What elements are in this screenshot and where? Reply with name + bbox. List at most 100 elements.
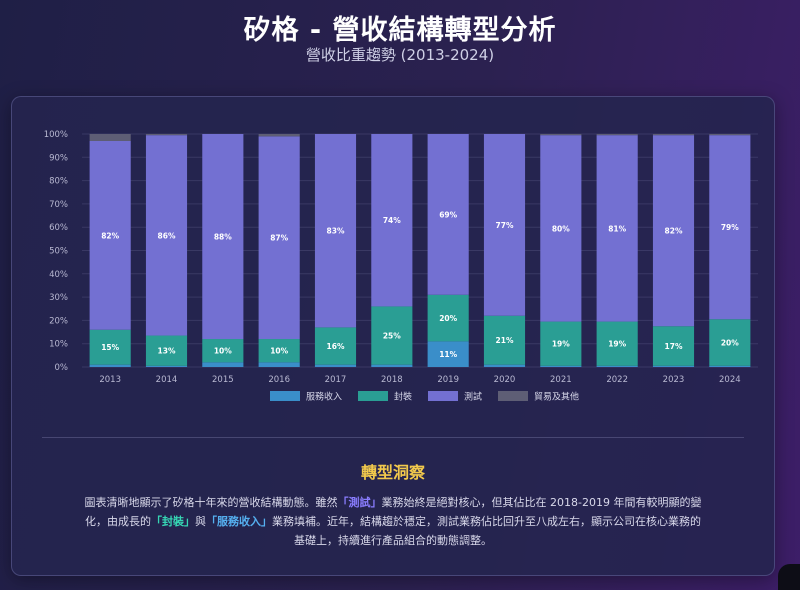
bar-segment <box>258 339 300 363</box>
data-label: 77% <box>496 221 514 230</box>
bar-segment <box>709 319 751 366</box>
y-tick-label: 70% <box>49 200 68 210</box>
data-label: 81% <box>608 224 626 233</box>
bar-segment <box>652 365 695 367</box>
bar-segment <box>540 321 582 366</box>
bar-segment <box>427 294 469 342</box>
data-label: 82% <box>665 227 683 236</box>
x-tick-label: 2024 <box>719 375 741 385</box>
bar-segment <box>540 134 582 136</box>
data-label: 88% <box>214 233 232 242</box>
bar-segment <box>540 365 582 367</box>
legend-label: 測試 <box>464 391 482 403</box>
bar-segment <box>596 134 638 136</box>
page-subtitle: 營收比重趨勢 (2013-2024) <box>305 46 495 64</box>
bar-segment <box>89 134 131 141</box>
x-tick-label: 2013 <box>99 375 121 385</box>
bar-segment <box>89 329 131 365</box>
y-tick-label: 80% <box>49 177 68 187</box>
insight-text-part-1: 圖表清晰地顯示了矽格十年來的營收結構動態。雖然 <box>84 496 338 509</box>
bar-segment <box>258 134 300 137</box>
bar-segment <box>596 135 638 322</box>
y-tick-label: 60% <box>49 223 68 233</box>
insight-title: 轉型洞察 <box>360 463 425 482</box>
x-tick-label: 2020 <box>494 375 516 385</box>
bar-segment <box>709 134 751 136</box>
bar-segment <box>145 135 188 336</box>
x-tick-label: 2021 <box>550 375 572 385</box>
data-label: 80% <box>552 224 570 233</box>
data-label: 82% <box>101 231 119 240</box>
data-label: 10% <box>214 347 232 356</box>
insight-text-part-2: 業務始終是絕對核心，但其佔比在 2018-2019 年間有較明顯的變化，由成長的 <box>85 496 702 528</box>
data-label: 25% <box>383 332 401 341</box>
bar-segment <box>371 364 413 367</box>
y-tick-label: 50% <box>49 247 68 257</box>
insight-text: 圖表清晰地顯示了矽格十年來的營收結構動態。雖然「測試」業務始終是絕對核心，但其佔… <box>82 493 704 550</box>
highlight-packaging: 「封裝」 <box>151 515 195 528</box>
insight-text-part-4: 業務填補。近年，結構趨於穩定，測試業務佔比回升至八成左右，顯示公司在核心業務的基… <box>272 515 701 547</box>
x-tick-label: 2015 <box>212 375 234 385</box>
bar-segment <box>145 134 188 136</box>
section-divider <box>42 437 744 438</box>
bar-segment <box>371 134 413 307</box>
bar-segment <box>709 365 751 367</box>
data-label: 74% <box>383 216 401 225</box>
legend-label: 服務收入 <box>306 391 342 403</box>
data-label: 19% <box>552 340 570 349</box>
y-tick-label: 10% <box>49 340 68 350</box>
bar-segment <box>427 341 469 367</box>
bar-segment <box>596 321 638 366</box>
insight-text-part-3: 與 <box>195 515 206 528</box>
data-label: 11% <box>439 350 457 359</box>
bar-segment <box>314 134 357 328</box>
bar-segment <box>483 315 526 365</box>
corner-widget[interactable] <box>778 564 800 590</box>
x-tick-label: 2016 <box>268 375 290 385</box>
y-tick-label: 90% <box>49 153 68 163</box>
highlight-testing: 「測試」 <box>337 496 382 509</box>
data-label: 20% <box>439 314 457 323</box>
bar-segment <box>202 362 244 367</box>
data-label: 17% <box>665 342 683 351</box>
data-label: 10% <box>270 347 288 356</box>
bar-segment <box>652 326 695 366</box>
data-label: 69% <box>439 210 457 219</box>
bar-segment <box>652 135 695 327</box>
bar-segment <box>202 339 244 363</box>
data-label: 21% <box>496 336 514 345</box>
x-tick-label: 2019 <box>437 375 459 385</box>
y-tick-label: 20% <box>49 316 68 326</box>
data-label: 86% <box>158 231 176 240</box>
bar-segment <box>314 364 357 367</box>
legend-swatch <box>498 391 528 401</box>
y-tick-label: 30% <box>49 293 68 303</box>
x-tick-label: 2023 <box>663 375 685 385</box>
bar-segment <box>89 140 131 330</box>
bar-segment <box>596 365 638 367</box>
bar-segment <box>258 362 300 367</box>
data-label: 19% <box>608 340 626 349</box>
bar-segment <box>371 306 413 365</box>
bar-segment <box>258 136 300 340</box>
y-tick-label: 0% <box>55 363 69 373</box>
legend-swatch <box>428 391 458 401</box>
bar-segment <box>89 364 131 367</box>
data-label: 83% <box>327 227 345 236</box>
x-tick-label: 2022 <box>606 375 628 385</box>
bar-segment <box>652 134 695 136</box>
y-tick-label: 100% <box>44 130 68 140</box>
bar-segment <box>145 365 188 367</box>
bar-segment <box>483 364 526 367</box>
bar-segment <box>145 335 188 366</box>
highlight-service: 「服務收入」 <box>206 515 272 528</box>
bar-segment <box>427 134 469 295</box>
data-label: 13% <box>158 347 176 356</box>
revenue-structure-chart: 0% 10% 20% 30% 40% 50% 60% 70% 80% 90% 100% 15% 82% 2… <box>44 130 758 403</box>
data-label: 79% <box>721 223 739 232</box>
data-label: 16% <box>327 342 345 351</box>
bar-segment <box>709 135 751 320</box>
x-tick-label: 2018 <box>381 375 403 385</box>
bar-segment <box>483 134 526 316</box>
y-tick-label: 40% <box>49 270 68 280</box>
